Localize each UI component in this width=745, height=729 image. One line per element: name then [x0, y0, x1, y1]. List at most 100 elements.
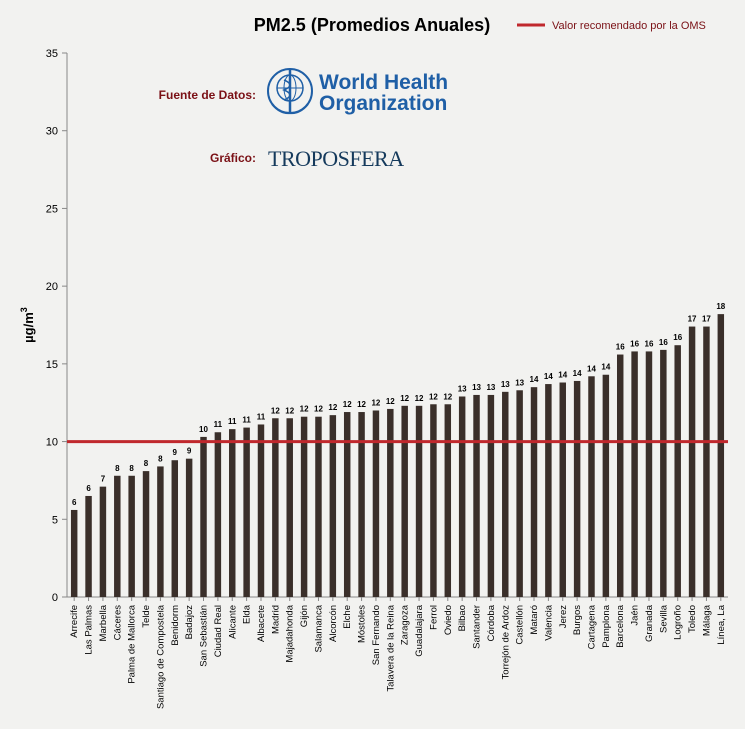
- bar: [286, 418, 293, 597]
- x-tick-label: Bilbao: [457, 605, 468, 631]
- x-tick-label: Cáceres: [112, 605, 123, 641]
- x-tick-label: Jaén: [630, 605, 641, 626]
- bar: [717, 314, 725, 597]
- bar-data-label: 18: [716, 302, 725, 311]
- bar: [272, 418, 279, 597]
- bar: [358, 412, 365, 597]
- bar: [372, 410, 380, 597]
- bar: [430, 404, 437, 597]
- x-tick-label: Palma de Mallorca: [127, 604, 138, 683]
- x-tick-label: Gijón: [299, 605, 310, 627]
- bar: [545, 384, 552, 597]
- source-label: Fuente de Datos:: [159, 88, 256, 102]
- x-tick-label: Majadahonda: [285, 604, 296, 662]
- bar: [645, 351, 653, 597]
- bar-data-label: 11: [242, 416, 251, 425]
- x-tick-label: Zaragoza: [400, 604, 411, 645]
- bar-data-label: 11: [257, 412, 266, 421]
- x-tick-label: Badajoz: [184, 605, 195, 640]
- bar: [559, 382, 566, 597]
- y-tick-label: 30: [46, 126, 58, 138]
- y-tick-label: 20: [46, 281, 58, 293]
- x-tick-label: Alcorcón: [328, 605, 339, 642]
- bar-data-label: 17: [702, 315, 711, 324]
- y-axis-label: µg/m3: [19, 307, 36, 343]
- bar-data-label: 17: [688, 315, 697, 324]
- bar: [300, 416, 308, 597]
- x-tick-label: San Sebastián: [199, 605, 210, 667]
- bar: [674, 345, 681, 597]
- bar-data-label: 12: [371, 398, 380, 407]
- bar: [502, 391, 509, 597]
- x-tick-label: Ciudad Real: [213, 605, 224, 657]
- x-tick-label: Guadalajara: [414, 604, 425, 656]
- x-tick-label: Las Palmas: [84, 605, 95, 655]
- bar-data-label: 12: [357, 400, 366, 409]
- x-tick-label: Santiago de Compostela: [155, 604, 166, 709]
- x-tick-label: Telde: [141, 605, 152, 628]
- graphic-label: Gráfico:: [210, 151, 256, 165]
- bar: [257, 424, 265, 597]
- x-tick-label: Albacete: [256, 605, 267, 642]
- y-tick-label: 5: [52, 514, 58, 526]
- bar-data-label: 13: [472, 383, 481, 392]
- bar-data-label: 7: [101, 475, 106, 484]
- bar-data-label: 9: [187, 447, 192, 456]
- bar-data-label: 16: [616, 343, 625, 352]
- bar: [401, 405, 408, 597]
- bar-data-label: 8: [115, 464, 120, 473]
- bar: [315, 416, 322, 597]
- bar: [473, 394, 480, 597]
- x-tick-label: Burgos: [572, 605, 583, 635]
- bar: [444, 404, 452, 597]
- bar-data-label: 12: [328, 403, 337, 412]
- x-tick-label: Sevilla: [658, 604, 669, 633]
- x-tick-label: Valencia: [543, 604, 554, 640]
- bar-data-label: 16: [659, 338, 668, 347]
- bar: [415, 405, 423, 597]
- y-tick-label: 0: [52, 592, 58, 604]
- bar-data-label: 12: [400, 394, 409, 403]
- bar: [114, 475, 121, 597]
- bar-data-label: 14: [530, 375, 539, 384]
- bar-data-label: 10: [199, 425, 208, 434]
- legend: Valor recomendado por la OMS: [517, 20, 706, 32]
- bar-data-label: 14: [587, 364, 596, 373]
- bar: [229, 429, 236, 597]
- bar-data-label: 8: [144, 459, 149, 468]
- chart-title: PM2.5 (Promedios Anuales): [254, 15, 490, 35]
- x-tick-label: Toledo: [687, 605, 698, 633]
- x-tick-label: Salamanca: [313, 604, 324, 652]
- bar: [631, 351, 638, 597]
- x-tick-label: Málaga: [701, 604, 712, 636]
- y-tick-label: 10: [46, 437, 58, 449]
- bar: [703, 326, 710, 597]
- bar: [588, 376, 595, 597]
- x-tick-label: Oviedo: [443, 605, 454, 635]
- x-tick-label: Arrecife: [69, 605, 80, 638]
- bar: [602, 374, 610, 597]
- bar-data-label: 13: [486, 383, 495, 392]
- x-tick-label: Benidorm: [170, 605, 181, 646]
- bar-data-label: 14: [544, 372, 553, 381]
- bar: [616, 354, 624, 597]
- bar: [200, 436, 207, 597]
- bar-data-label: 12: [415, 394, 424, 403]
- troposfera-logo: TROPOSFERA: [268, 146, 404, 171]
- bar-data-label: 11: [214, 420, 223, 429]
- y-tick-label: 25: [46, 203, 58, 215]
- x-tick-label: Santander: [472, 605, 483, 649]
- x-tick-label: Córdoba: [486, 604, 497, 641]
- who-emblem-icon: [267, 68, 313, 115]
- bars: [70, 314, 725, 597]
- bar-data-label: 12: [300, 405, 309, 414]
- bar-data-label: 14: [601, 363, 610, 372]
- x-tick-label: Logroño: [673, 605, 684, 640]
- x-tick-label: Madrid: [270, 605, 281, 634]
- bar-data-label: 11: [228, 417, 237, 426]
- y-ticks: 0 5 10 15 20 25 30 35: [46, 48, 67, 604]
- who-logo-line-2: Organization: [319, 92, 447, 115]
- x-tick-label: Cartagena: [586, 604, 597, 649]
- bar-data-label: 12: [443, 392, 452, 401]
